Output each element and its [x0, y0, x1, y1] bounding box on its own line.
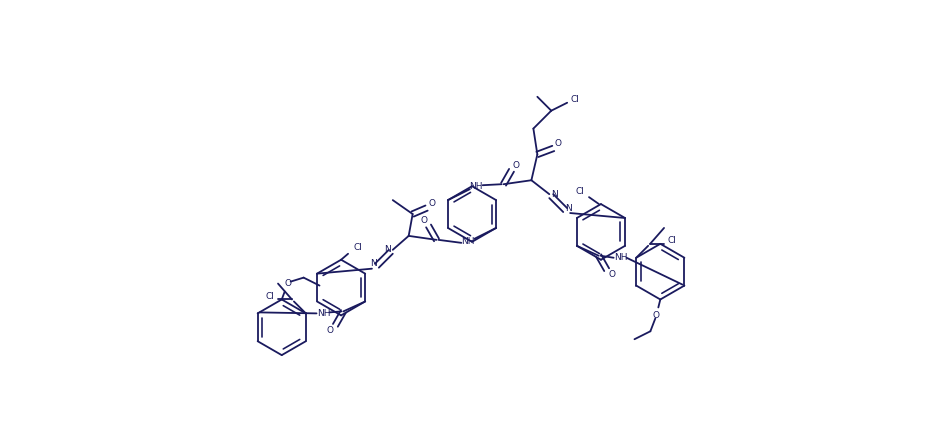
Text: Cl: Cl: [354, 243, 362, 252]
Text: Cl: Cl: [575, 187, 585, 196]
Text: O: O: [513, 161, 520, 170]
Text: Cl: Cl: [571, 95, 579, 104]
Text: O: O: [428, 198, 435, 208]
Text: NH: NH: [613, 253, 628, 262]
Text: O: O: [608, 270, 615, 279]
Text: NH: NH: [461, 237, 476, 246]
Text: O: O: [327, 326, 334, 335]
Text: O: O: [284, 279, 291, 288]
Text: O: O: [420, 217, 427, 225]
Text: O: O: [554, 139, 562, 148]
Text: Cl: Cl: [265, 292, 275, 301]
Text: Cl: Cl: [668, 236, 676, 245]
Text: NH: NH: [469, 182, 482, 191]
Text: O: O: [652, 311, 660, 320]
Text: N: N: [371, 259, 378, 268]
Text: NH: NH: [317, 309, 330, 318]
Text: N: N: [565, 204, 572, 213]
Text: N: N: [551, 190, 557, 199]
Text: N: N: [384, 245, 391, 254]
